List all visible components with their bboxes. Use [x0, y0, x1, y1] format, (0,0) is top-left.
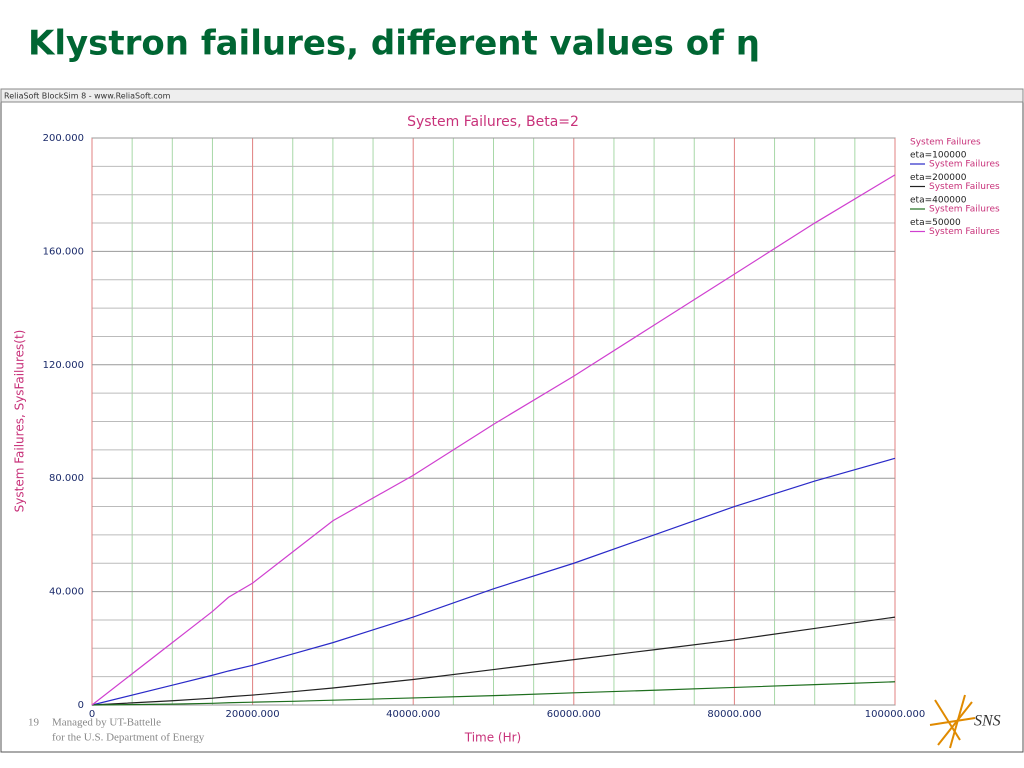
legend-label: System Failures — [929, 227, 1000, 237]
y-axis-label: System Failures, SysFailures(t) — [13, 330, 27, 513]
slide-title: Klystron failures, different values of η — [28, 24, 760, 64]
logo-text: SNS — [974, 713, 1001, 730]
footer-line: for the U.S. Department of Energy — [52, 732, 205, 744]
y-tick-label: 160.000 — [43, 246, 84, 257]
x-tick-label: 20000.000 — [226, 709, 280, 720]
legend-label: System Failures — [929, 160, 1000, 170]
legend-entry: eta=400000 — [910, 196, 967, 206]
y-tick-label: 200.000 — [43, 133, 84, 144]
series-line — [91, 174, 896, 706]
x-axis-label: Time (Hr) — [464, 731, 522, 745]
footer-line: Managed by UT-Battelle — [52, 717, 161, 729]
window-title: ReliaSoft BlockSim 8 - www.ReliaSoft.com — [4, 92, 171, 101]
x-tick-label: 0 — [89, 709, 95, 720]
legend-entry: eta=50000 — [910, 218, 961, 228]
legend-entry: eta=100000 — [910, 151, 967, 161]
y-tick-label: 80.000 — [49, 473, 84, 484]
x-tick-label: 40000.000 — [386, 709, 440, 720]
y-tick-label: 40.000 — [49, 587, 84, 598]
logo — [929, 694, 976, 749]
series-line — [91, 457, 896, 706]
series-line — [91, 681, 896, 706]
y-tick-label: 0 — [78, 700, 84, 711]
legend-entry: eta=200000 — [910, 173, 967, 183]
x-tick-label: 60000.000 — [547, 709, 601, 720]
series-line — [91, 616, 896, 706]
chart-title: System Failures, Beta=2 — [407, 114, 579, 130]
y-tick-label: 120.000 — [43, 360, 84, 371]
x-tick-label: 80000.000 — [707, 709, 761, 720]
legend-title: System Failures — [910, 138, 981, 148]
window-titlebar — [0, 88, 1024, 103]
page-number: 19 — [28, 717, 40, 729]
legend-label: System Failures — [929, 205, 1000, 215]
x-tick-label: 100000.000 — [865, 709, 925, 720]
legend-label: System Failures — [929, 182, 1000, 192]
